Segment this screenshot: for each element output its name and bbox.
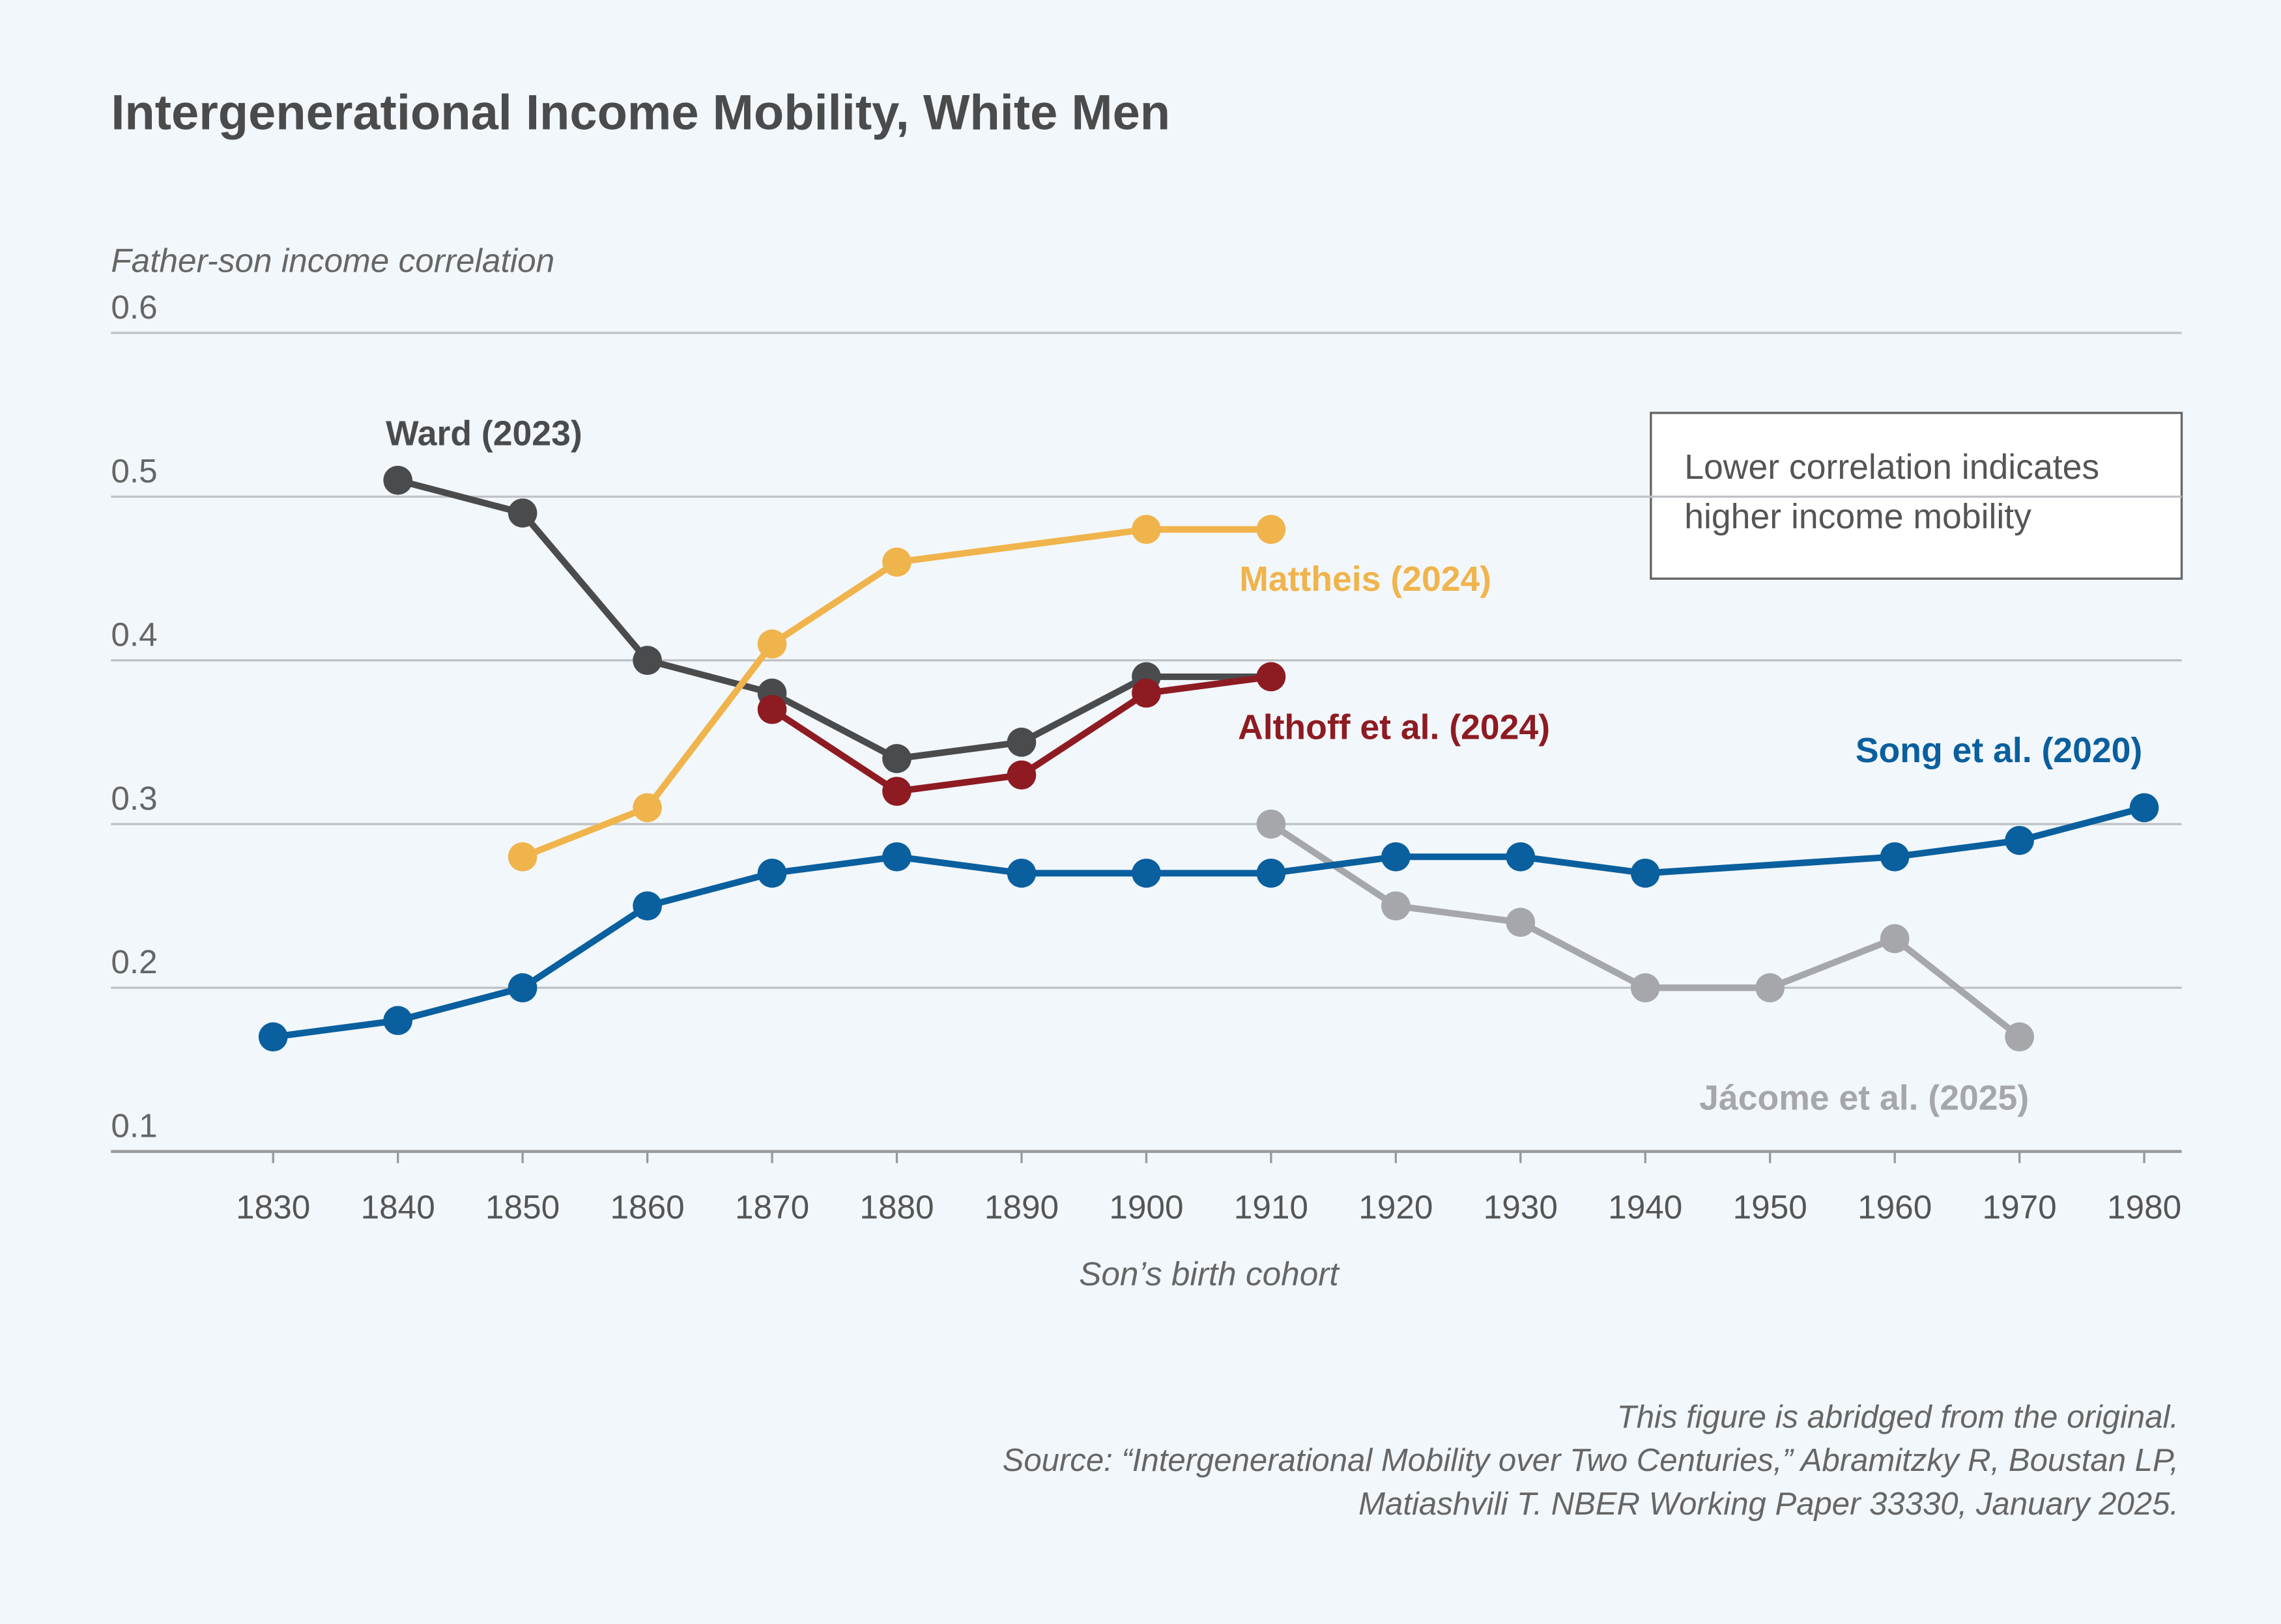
series-label: Ward (2023) bbox=[386, 415, 582, 453]
annotation: higher income mobility bbox=[1684, 498, 2031, 536]
y-tick-label: 0.2 bbox=[111, 943, 157, 980]
y-tick-label: 0.5 bbox=[111, 452, 157, 489]
data-point bbox=[383, 465, 413, 495]
x-tick-label: 1850 bbox=[485, 1188, 560, 1225]
y-tick-label: 0.1 bbox=[111, 1107, 157, 1144]
data-point bbox=[1007, 728, 1037, 757]
x-tick-label: 1870 bbox=[735, 1188, 809, 1225]
data-point bbox=[1256, 515, 1286, 544]
data-point bbox=[2005, 1022, 2034, 1052]
data-point bbox=[1132, 678, 1161, 708]
data-point bbox=[508, 498, 538, 528]
y-tick-label: 0.3 bbox=[111, 780, 157, 817]
x-tick-label: 1950 bbox=[1733, 1188, 1807, 1225]
note: Matiashvili T. NBER Working Paper 33330,… bbox=[1358, 1487, 2179, 1522]
series-line bbox=[397, 477, 1271, 762]
chart-title: Intergenerational Income Mobility, White… bbox=[111, 85, 1170, 141]
x-tick-label: 1980 bbox=[2107, 1188, 2181, 1225]
y-axis-label: Father-son income correlation bbox=[111, 242, 554, 279]
data-point bbox=[1506, 907, 1536, 937]
data-point bbox=[882, 547, 911, 577]
data-point bbox=[1256, 662, 1286, 692]
data-point bbox=[383, 1006, 413, 1035]
data-point bbox=[1880, 842, 1910, 872]
data-point bbox=[1506, 842, 1536, 872]
x-tick-label: 1930 bbox=[1484, 1188, 1558, 1225]
x-axis-label: Son’s birth cohort bbox=[1079, 1255, 1340, 1292]
data-point bbox=[633, 891, 662, 920]
data-point bbox=[1007, 760, 1037, 790]
x-tick-label: 1970 bbox=[1983, 1188, 2057, 1225]
x-tick-label: 1960 bbox=[1858, 1188, 1932, 1225]
data-point bbox=[258, 1022, 288, 1052]
x-tick-label: 1830 bbox=[236, 1188, 310, 1225]
data-point bbox=[1880, 924, 1910, 954]
x-tick-label: 1920 bbox=[1358, 1188, 1433, 1225]
series-line bbox=[521, 526, 1271, 860]
data-point bbox=[1630, 973, 1660, 1003]
data-point bbox=[508, 842, 538, 872]
x-tick-label: 1940 bbox=[1608, 1188, 1682, 1225]
data-point bbox=[1381, 842, 1411, 872]
data-point bbox=[1132, 515, 1161, 544]
data-point bbox=[2005, 825, 2034, 855]
data-point bbox=[882, 776, 911, 806]
series-label: Mattheis (2024) bbox=[1239, 560, 1491, 599]
x-tick-label: 1880 bbox=[859, 1188, 934, 1225]
y-tick-label: 0.6 bbox=[111, 289, 157, 326]
data-point bbox=[1007, 859, 1037, 888]
x-tick-label: 1900 bbox=[1109, 1188, 1183, 1225]
series-label: Jácome et al. (2025) bbox=[1699, 1079, 2029, 1118]
data-point bbox=[2129, 793, 2159, 823]
data-point bbox=[633, 793, 662, 823]
data-point bbox=[1132, 859, 1161, 888]
x-tick-label: 1860 bbox=[610, 1188, 685, 1225]
note: This figure is abridged from the origina… bbox=[1617, 1399, 2179, 1434]
x-tick-label: 1910 bbox=[1234, 1188, 1308, 1225]
data-point bbox=[1381, 891, 1411, 920]
data-point bbox=[757, 859, 787, 888]
data-point bbox=[1630, 859, 1660, 888]
y-tick-label: 0.4 bbox=[111, 616, 157, 653]
data-point bbox=[508, 973, 538, 1003]
data-point bbox=[882, 744, 911, 773]
data-point bbox=[633, 646, 662, 676]
x-tick-label: 1890 bbox=[984, 1188, 1059, 1225]
x-tick-label: 1840 bbox=[361, 1188, 435, 1225]
data-point bbox=[1755, 973, 1785, 1003]
data-point bbox=[1256, 859, 1286, 888]
series-label: Althoff et al. (2024) bbox=[1238, 709, 1550, 747]
series-label: Song et al. (2020) bbox=[1856, 732, 2142, 770]
data-point bbox=[757, 629, 787, 659]
data-point bbox=[757, 694, 787, 724]
data-point bbox=[1256, 809, 1286, 839]
annotation: Lower correlation indicates bbox=[1684, 448, 2099, 487]
data-point bbox=[882, 842, 911, 872]
note: Source: “Intergenerational Mobility over… bbox=[1003, 1443, 2179, 1478]
